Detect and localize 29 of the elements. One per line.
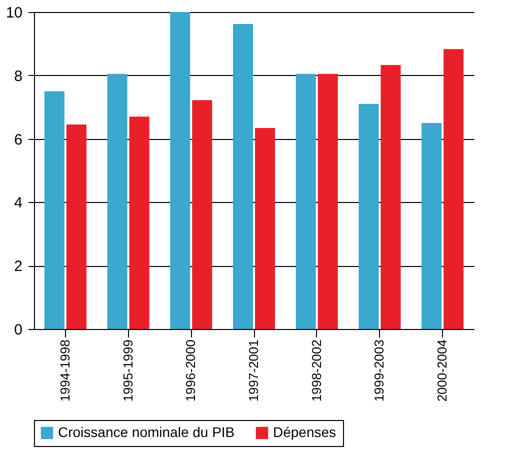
- x-tick-label: 2000-2004: [434, 340, 450, 402]
- x-tick-label: 1998-2002: [308, 340, 324, 402]
- y-tick-label: 2: [14, 258, 22, 276]
- bar: [233, 24, 253, 329]
- y-tick-label: 4: [14, 194, 22, 212]
- bar: [296, 74, 316, 329]
- bar: [192, 100, 212, 329]
- bar: [358, 104, 379, 329]
- y-tick-label: 0: [14, 322, 22, 338]
- x-tick-label: 1996-2000: [183, 340, 198, 402]
- x-tick-label: 1997-2001: [246, 340, 261, 402]
- bar: [255, 128, 275, 329]
- x-tick-label: 1995-1999: [120, 340, 136, 402]
- bar: [444, 49, 464, 329]
- bar: [318, 74, 338, 329]
- bar: [380, 64, 401, 329]
- x-tick-label: 1994-1998: [57, 340, 72, 402]
- bar: [422, 122, 442, 329]
- legend-label: Dépenses: [273, 424, 336, 440]
- bar: [44, 91, 64, 329]
- bar: [170, 12, 190, 329]
- bar: [66, 124, 86, 329]
- x-tick-label: 1999-2003: [372, 340, 387, 402]
- bar: [107, 74, 128, 329]
- legend-label: Croissance nominale du PIB: [58, 424, 235, 440]
- y-tick-label: 6: [14, 131, 22, 148]
- y-tick-label: 8: [14, 68, 22, 85]
- bar: [129, 116, 150, 329]
- y-tick-label: 10: [6, 4, 22, 22]
